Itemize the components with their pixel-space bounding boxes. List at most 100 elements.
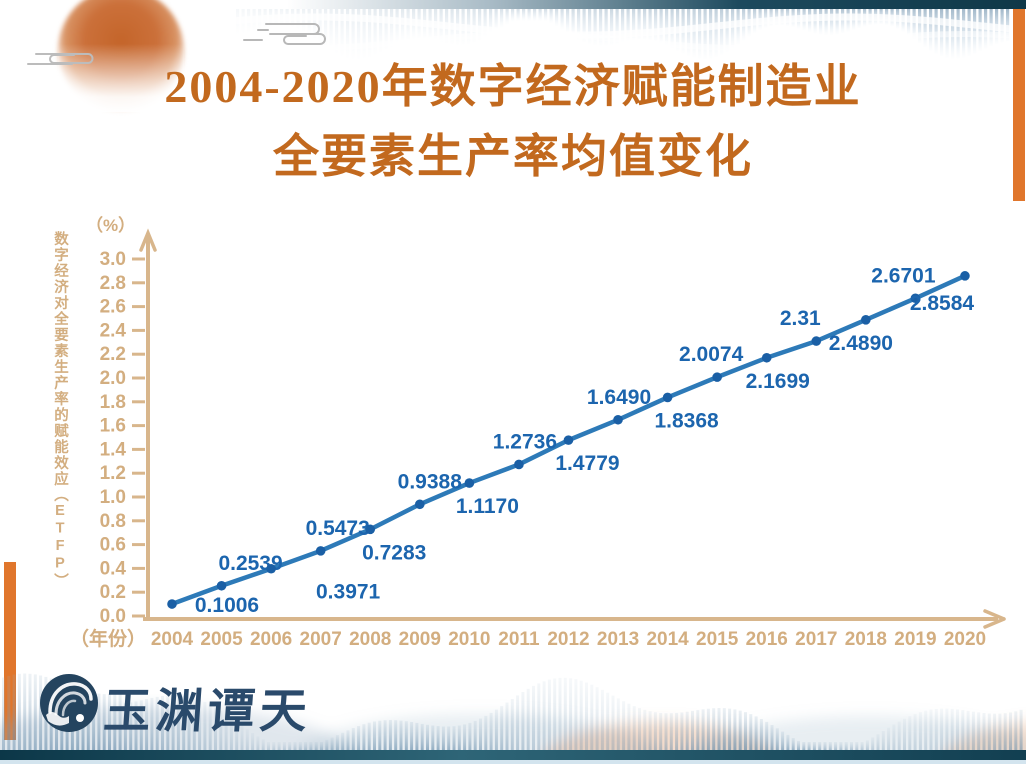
wave-bar <box>728 708 732 750</box>
wave-bar <box>643 9 647 40</box>
wave-bar <box>452 726 456 750</box>
wave-bar <box>966 710 970 750</box>
wave-bar <box>261 739 265 750</box>
wave-bar <box>12 674 16 750</box>
data-point <box>811 336 822 346</box>
wave-bar <box>802 742 806 750</box>
wave-bar <box>505 9 509 25</box>
x-tick-label: 2005 <box>200 629 243 650</box>
wave-bar <box>33 674 37 750</box>
wave-bar <box>489 712 493 750</box>
wave-bar <box>318 9 322 43</box>
y-tick-label: 2.0 <box>100 368 126 389</box>
wave-bar <box>373 721 376 750</box>
wave-bar <box>855 742 859 750</box>
wave-bar <box>604 9 608 46</box>
y-tick-label: 2.4 <box>100 320 127 341</box>
wave-bar <box>92 692 96 750</box>
wave-bar <box>357 9 361 60</box>
y-axis-title: 数字经济对全要素生产率的赋能效应（ETFP） <box>52 231 68 589</box>
wave-bar <box>897 721 901 750</box>
chart-title: 2004-2020年数字经济赋能制造业 全要素生产率均值变化 <box>0 52 1026 192</box>
wave-bar <box>171 695 175 750</box>
wave-bar <box>415 722 419 750</box>
wave-bar <box>585 682 588 750</box>
wave-bar <box>192 697 196 750</box>
sun-decoration <box>58 0 184 112</box>
cloud-icon <box>27 53 94 65</box>
wave-bar <box>615 9 619 44</box>
logo-icon <box>40 674 98 732</box>
wave-bar <box>595 687 599 750</box>
wave-bar <box>346 730 350 750</box>
wave-bar <box>198 699 202 750</box>
wave-bar <box>664 713 668 750</box>
x-tick-label: 2008 <box>349 629 391 650</box>
y-tick-label: 1.6 <box>100 416 126 437</box>
wave-bar <box>351 9 355 60</box>
logo: 玉渊谭天 <box>38 670 358 740</box>
wave-bar <box>887 727 891 750</box>
wave-bar <box>494 9 498 32</box>
wave-bar <box>696 710 700 750</box>
wave-bar <box>659 712 663 750</box>
wave-bar <box>161 696 164 750</box>
wave-bar <box>977 712 981 750</box>
wave-bar <box>335 735 339 750</box>
wave-bar <box>791 738 795 750</box>
wave-bar <box>251 733 255 750</box>
wave-bar <box>463 724 467 750</box>
wave-bar <box>934 9 938 54</box>
wave-bar <box>447 726 451 750</box>
wave-bar <box>563 677 567 750</box>
wave-bar <box>383 720 387 750</box>
x-tick-label: 2013 <box>597 629 639 650</box>
x-tick-label: 2012 <box>547 629 589 650</box>
data-point <box>315 546 326 556</box>
wave-bar <box>484 715 488 750</box>
y-axis-arrow <box>139 228 157 252</box>
y-tick-label: 0.2 <box>100 582 126 603</box>
data-point-label: 2.0074 <box>679 343 744 366</box>
wave-bar <box>680 712 684 750</box>
wave-bar <box>367 722 371 750</box>
wave-bar <box>912 9 916 39</box>
wave-bar <box>600 689 604 750</box>
wave-bar <box>139 700 143 750</box>
wave-bar <box>362 724 366 750</box>
wave-bar <box>483 9 487 38</box>
cloud-icon <box>243 23 326 45</box>
data-point <box>910 293 921 304</box>
wave-bar <box>298 742 302 750</box>
wave-bar <box>579 680 583 750</box>
wave-bar <box>720 9 724 55</box>
wave-bar <box>288 742 292 750</box>
wave-bar <box>569 678 573 750</box>
y-tick-label: 0.8 <box>100 511 126 532</box>
wave-bar <box>277 742 281 750</box>
wave-bar <box>368 9 372 58</box>
wave-bar <box>118 694 122 750</box>
wave-bar <box>590 684 594 750</box>
wave-bar <box>675 712 679 750</box>
wave-bar <box>544 9 548 21</box>
wave-bar <box>621 9 625 43</box>
wave-highlight <box>235 31 1013 51</box>
wave-bar <box>717 708 721 750</box>
data-point-label: 1.2736 <box>493 430 557 453</box>
wave-bar <box>622 701 626 750</box>
data-point <box>712 372 722 382</box>
wave-bar <box>733 709 737 750</box>
wave-bar <box>754 716 758 750</box>
wave-bar <box>940 708 944 750</box>
wave-bar <box>307 9 311 36</box>
wave-bar <box>850 742 853 750</box>
x-tick-label: 2019 <box>894 629 936 650</box>
wave-bar <box>982 713 986 750</box>
data-point-label: 2.8584 <box>910 292 975 315</box>
wave-bar <box>182 695 186 750</box>
wave-bar <box>987 713 991 750</box>
wave-bar <box>357 726 361 750</box>
wave-bar <box>320 742 323 750</box>
wave-bar <box>527 9 531 21</box>
